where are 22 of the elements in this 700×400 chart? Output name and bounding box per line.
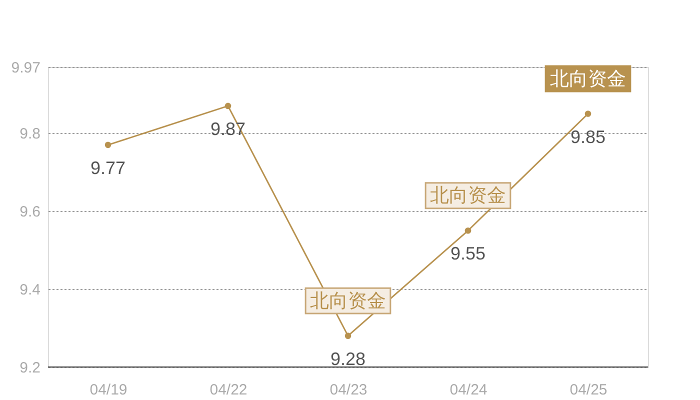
- point: [584, 110, 592, 117]
- data-label: 9.85: [570, 126, 606, 147]
- point: [104, 142, 112, 148]
- data-label: 9.28: [330, 348, 366, 369]
- x-tick-label: 04/24: [450, 382, 488, 398]
- point: [464, 227, 472, 234]
- y-tick-label: 9.4: [20, 282, 40, 299]
- y-tick-label: 9.8: [20, 126, 40, 143]
- y-tick-label: 9.97: [11, 60, 40, 76]
- x-tick-label: 04/25: [570, 382, 608, 398]
- y-tick-label: 9.2: [20, 360, 40, 376]
- annotation: 北向资金: [310, 290, 386, 312]
- annotation: 北向资金: [430, 186, 506, 207]
- point: [344, 332, 352, 339]
- annotation: 北向资金: [550, 68, 626, 90]
- y-tick-label: 9.6: [20, 204, 40, 221]
- x-tick-label: 04/23: [330, 382, 368, 398]
- x-tick-label: 04/19: [90, 382, 128, 398]
- point: [224, 102, 232, 110]
- data-label: 9.77: [90, 158, 126, 178]
- data-label: 9.55: [450, 244, 486, 264]
- x-tick-label: 04/22: [210, 382, 248, 398]
